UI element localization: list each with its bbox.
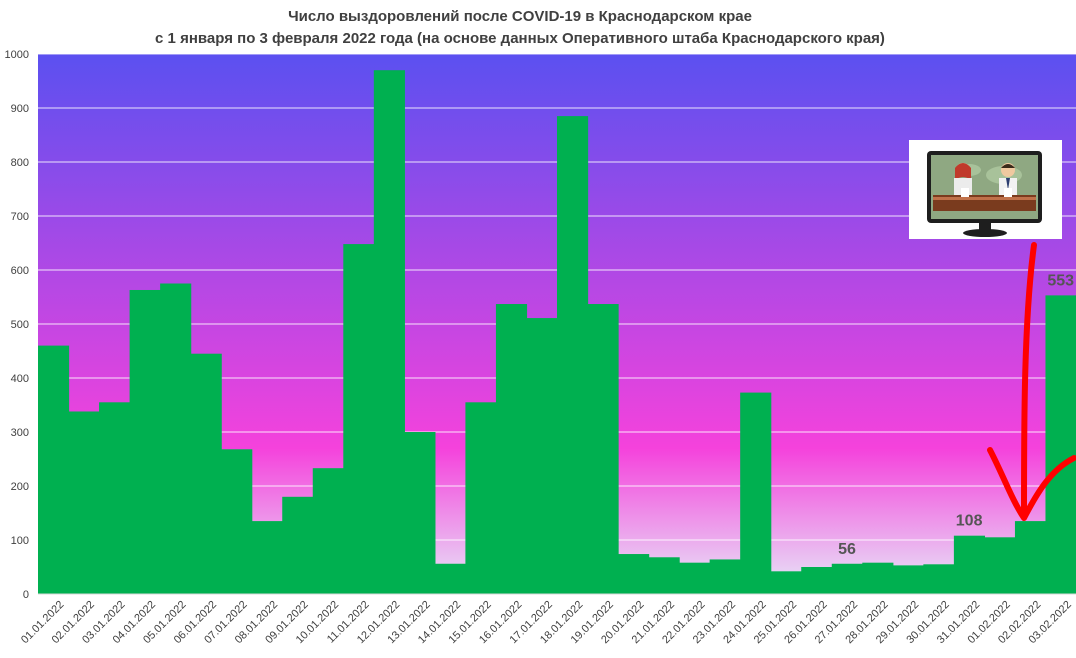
bar: [312, 468, 344, 594]
bar: [404, 432, 436, 594]
bar: [160, 283, 192, 594]
tv-news-anchors-icon: [909, 140, 1062, 239]
bar: [190, 353, 222, 594]
bar: [953, 535, 986, 594]
bar: [526, 318, 558, 594]
bar: [557, 116, 589, 594]
bar: [1045, 295, 1076, 594]
y-tick-label: 100: [11, 535, 29, 547]
y-tick-label: 900: [11, 103, 29, 115]
bar: [984, 537, 1016, 594]
data-labels: 56 108 553: [838, 272, 1074, 557]
bar: [99, 402, 131, 594]
data-label: 553: [1047, 272, 1074, 289]
bar: [282, 496, 314, 594]
y-tick-label: 0: [23, 589, 29, 601]
data-label: 108: [956, 513, 983, 530]
bar: [770, 571, 802, 594]
y-tick-label: 1000: [5, 49, 29, 61]
bar: [38, 345, 70, 594]
y-tick-label: 400: [11, 373, 29, 385]
y-tick-label: 800: [11, 157, 29, 169]
bar: [923, 564, 955, 594]
bar: [648, 557, 680, 594]
bar: [831, 563, 863, 594]
bar: [679, 562, 711, 594]
chart-subtitle: с 1 января по 3 февраля 2022 года (на ос…: [155, 30, 885, 47]
bar: [801, 567, 833, 594]
red-arrow-annotation: [987, 242, 1076, 521]
bar: [373, 70, 405, 594]
bar: [709, 559, 741, 594]
chart-title: Число выздоровлений после COVID-19 в Кра…: [288, 8, 752, 25]
bar: [740, 392, 772, 594]
bar: [618, 554, 650, 594]
bar: [465, 402, 497, 594]
x-axis: 01.01.202202.01.202203.01.202204.01.2022…: [19, 593, 1076, 646]
chart-title-group: Число выздоровлений после COVID-19 в Кра…: [155, 8, 885, 47]
bar: [1014, 521, 1047, 594]
bar: [434, 563, 467, 594]
y-tick-label: 500: [11, 319, 29, 331]
bars: [38, 70, 1076, 594]
bar: [587, 304, 619, 594]
y-tick-label: 200: [11, 481, 29, 493]
bar: [495, 304, 528, 594]
bar: [129, 289, 161, 594]
bar: [68, 411, 100, 594]
bar: [892, 565, 924, 594]
bar: [251, 521, 283, 594]
bar: [343, 244, 375, 594]
y-tick-label: 300: [11, 427, 29, 439]
bar: [221, 449, 253, 594]
bar: [862, 562, 894, 594]
y-axis: 0 100 200 300 400 500 600 700 800 900 1000: [5, 49, 29, 601]
y-tick-label: 600: [11, 265, 29, 277]
data-label: 56: [838, 541, 856, 558]
y-tick-label: 700: [11, 211, 29, 223]
